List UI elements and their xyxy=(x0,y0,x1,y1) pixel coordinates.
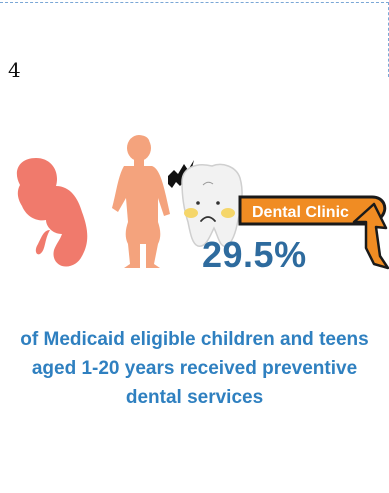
stat-value: 29.5% xyxy=(202,234,307,275)
dental-clinic-sign-icon: Dental Clinic xyxy=(238,195,387,226)
curved-arrow-icon xyxy=(352,202,389,270)
dental-clinic-sign-label: Dental Clinic xyxy=(252,204,349,221)
page-top-dashed-border xyxy=(0,2,389,3)
child-silhouette-icon xyxy=(112,135,170,268)
torn-edge-decoration xyxy=(168,160,194,188)
page-number: 4 xyxy=(8,58,21,82)
fetus-silhouette-icon xyxy=(16,158,88,267)
sad-tooth-icon xyxy=(181,163,243,247)
dental-journey-illustration: Dental Clinic xyxy=(16,135,389,270)
stat-description: of Medicaid eligible children and teens … xyxy=(20,329,369,408)
